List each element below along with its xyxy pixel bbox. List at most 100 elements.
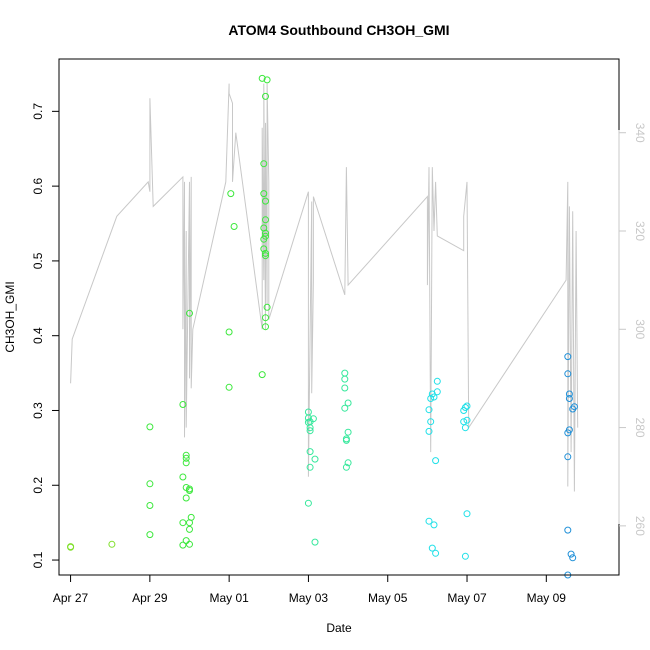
plot-frame xyxy=(58,58,620,576)
data-point xyxy=(306,424,314,432)
data-point xyxy=(225,383,233,391)
data-point xyxy=(341,384,349,392)
data-point xyxy=(342,463,350,471)
secondary-y-tick-label: 300 xyxy=(633,319,647,339)
data-point xyxy=(186,525,193,533)
x-axis: Apr 27 Apr 29 May 01 May 03 May 05 May 07 May … xyxy=(53,574,569,605)
data-point xyxy=(433,388,441,396)
data-point xyxy=(565,426,573,434)
data-point xyxy=(179,519,187,527)
data-point xyxy=(225,328,233,336)
data-point xyxy=(463,510,471,518)
data-point xyxy=(304,499,312,507)
data-point xyxy=(230,223,238,230)
x-tick-label: Apr 29 xyxy=(132,591,168,605)
data-point xyxy=(306,463,314,471)
data-point xyxy=(146,480,154,488)
data-point xyxy=(341,369,349,377)
data-point xyxy=(565,395,573,402)
data-point xyxy=(262,249,269,257)
y-axis-label: CH3OH_GMI xyxy=(3,281,17,352)
data-point xyxy=(258,371,266,379)
secondary-y-tick-label: 340 xyxy=(633,123,647,143)
data-point xyxy=(565,390,573,398)
data-point xyxy=(182,494,190,502)
data-point xyxy=(182,537,190,545)
x-tick-label: May 07 xyxy=(447,591,487,605)
data-point xyxy=(428,544,436,552)
data-point xyxy=(182,451,190,459)
data-point xyxy=(179,541,187,549)
data-point xyxy=(260,190,268,198)
data-point xyxy=(567,550,575,558)
data-point xyxy=(260,245,268,253)
y-axis: 0.1 0.2 0.3 0.4 0.5 0.6 0.7 xyxy=(31,103,60,568)
data-point xyxy=(344,399,352,407)
data-point xyxy=(262,92,269,100)
data-point xyxy=(262,229,269,237)
data-point xyxy=(146,502,154,509)
data-point xyxy=(260,160,268,168)
data-point xyxy=(306,448,314,456)
x-tick-label: Apr 27 xyxy=(53,591,89,605)
points-layer xyxy=(67,74,578,579)
x-tick-label: May 01 xyxy=(209,591,249,605)
y-tick-label: 0.7 xyxy=(31,103,45,120)
data-point xyxy=(463,416,471,424)
data-point xyxy=(263,303,271,311)
data-point xyxy=(344,428,352,436)
y-tick-label: 0.3 xyxy=(31,402,45,419)
data-point xyxy=(258,74,266,82)
data-point xyxy=(262,197,269,205)
data-point xyxy=(262,216,269,224)
data-point xyxy=(262,323,269,331)
data-point xyxy=(227,190,235,198)
data-point xyxy=(108,540,116,548)
data-point xyxy=(341,404,349,412)
data-point xyxy=(187,513,195,521)
data-point xyxy=(427,418,435,426)
y-tick-label: 0.4 xyxy=(31,327,45,344)
data-point xyxy=(262,232,269,240)
data-point xyxy=(425,406,433,414)
data-point xyxy=(186,487,193,494)
x-tick-label: May 03 xyxy=(289,591,329,605)
secondary-y-axis: 260 280 300 320 340 xyxy=(618,123,647,536)
data-point xyxy=(433,377,441,385)
data-point xyxy=(304,414,312,422)
data-point xyxy=(569,554,577,562)
data-point xyxy=(67,543,75,551)
data-point xyxy=(311,455,319,463)
data-point xyxy=(461,424,469,432)
data-point xyxy=(311,538,319,546)
data-point xyxy=(564,370,572,378)
data-point xyxy=(179,473,187,481)
data-point xyxy=(425,517,433,525)
data-point xyxy=(425,427,433,435)
secondary-y-tick-label: 260 xyxy=(633,516,647,536)
data-point xyxy=(306,427,314,435)
x-tick-label: May 05 xyxy=(368,591,408,605)
y-tick-label: 0.6 xyxy=(31,177,45,194)
data-point xyxy=(182,454,190,462)
secondary-series-layer xyxy=(70,83,579,492)
data-point xyxy=(461,552,469,560)
chart-title: ATOM4 Southbound CH3OH_GMI xyxy=(228,22,449,38)
data-point xyxy=(341,375,349,383)
secondary-y-tick-label: 280 xyxy=(633,418,647,438)
data-point xyxy=(263,76,271,84)
secondary-series-line xyxy=(70,83,579,492)
data-point xyxy=(432,457,440,465)
y-tick-label: 0.1 xyxy=(31,551,45,568)
data-point xyxy=(461,404,469,411)
data-point xyxy=(262,314,269,322)
data-point xyxy=(564,526,572,534)
data-point xyxy=(564,453,572,461)
x-axis-label: Date xyxy=(326,621,352,635)
data-point xyxy=(146,531,154,539)
data-point xyxy=(463,402,471,410)
data-point xyxy=(146,423,154,431)
data-point xyxy=(430,393,438,401)
data-point xyxy=(564,353,572,361)
